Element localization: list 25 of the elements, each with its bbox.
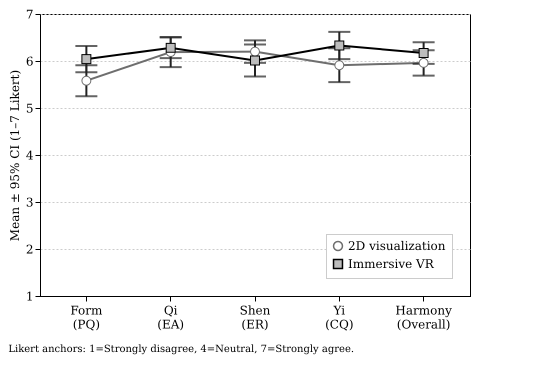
point (250, 56, 260, 66)
legend-label: 2D visualization (348, 239, 446, 253)
y-tick-label: 3 (26, 196, 34, 210)
point (81, 76, 92, 86)
x-tick-label: Form (PQ) (70, 304, 103, 332)
x-tick-label: Harmony (Overall) (395, 304, 452, 332)
y-tick-label: 5 (26, 102, 34, 116)
legend-label: Immersive VR (348, 257, 435, 271)
y-tick-label: 2 (26, 242, 34, 256)
x-tick-label: Qi (EA) (157, 304, 184, 332)
point (418, 48, 429, 58)
y-tick-label: 7 (26, 8, 34, 22)
y-tick-label: 1 (26, 290, 34, 304)
point (81, 54, 92, 64)
point (250, 46, 260, 57)
y-axis-title: Mean ± 95% CI (1–7 Likert) (8, 70, 22, 242)
x-tick-label: Shen (ER) (240, 304, 271, 332)
point (418, 58, 429, 68)
y-tick-label: 6 (26, 54, 34, 68)
x-tick-label: Yi (CQ) (325, 304, 354, 332)
text: Likert anchors: 1=Strongly disagree, 4=Neutral, 7=Strongly agree. (8, 344, 354, 355)
y-tick-label: 4 (26, 148, 34, 162)
point (166, 42, 176, 53)
point (334, 40, 344, 50)
point (334, 60, 344, 70)
